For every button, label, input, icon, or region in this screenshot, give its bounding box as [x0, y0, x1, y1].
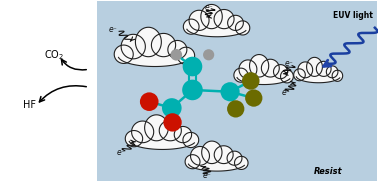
Polygon shape	[298, 62, 313, 78]
Point	[169, 121, 175, 124]
Polygon shape	[227, 151, 242, 165]
Point	[248, 80, 254, 82]
Polygon shape	[114, 45, 133, 64]
Polygon shape	[183, 19, 199, 34]
Text: EUV light: EUV light	[333, 11, 373, 20]
Text: CO$_2$: CO$_2$	[44, 48, 64, 62]
Polygon shape	[326, 66, 338, 78]
Polygon shape	[174, 126, 192, 143]
Polygon shape	[201, 4, 222, 29]
Polygon shape	[118, 45, 192, 66]
FancyArrowPatch shape	[324, 60, 331, 66]
Polygon shape	[296, 69, 341, 83]
Point	[146, 100, 152, 103]
Polygon shape	[152, 33, 176, 57]
Polygon shape	[235, 21, 250, 35]
Polygon shape	[202, 141, 222, 164]
Polygon shape	[159, 120, 181, 141]
Polygon shape	[185, 155, 200, 169]
Polygon shape	[135, 27, 161, 57]
Polygon shape	[129, 130, 196, 149]
Polygon shape	[121, 34, 146, 59]
Point	[169, 106, 175, 109]
Polygon shape	[239, 60, 257, 79]
Polygon shape	[316, 61, 331, 76]
Polygon shape	[189, 10, 209, 30]
Text: e⁻: e⁻	[285, 59, 294, 68]
Polygon shape	[214, 9, 234, 29]
Polygon shape	[249, 55, 269, 77]
Text: e⁻: e⁻	[109, 25, 118, 34]
Text: e⁻: e⁻	[203, 171, 212, 180]
Polygon shape	[307, 57, 322, 76]
Text: Resist: Resist	[313, 167, 342, 176]
Polygon shape	[183, 132, 199, 148]
FancyArrowPatch shape	[62, 60, 86, 70]
Text: e⁻: e⁻	[282, 88, 291, 97]
Bar	[97, 1, 377, 181]
Polygon shape	[214, 146, 233, 164]
Polygon shape	[168, 40, 187, 59]
Point	[251, 97, 257, 100]
Polygon shape	[237, 68, 291, 85]
Polygon shape	[228, 15, 243, 30]
Polygon shape	[280, 70, 293, 83]
Polygon shape	[234, 156, 248, 169]
Point	[233, 107, 239, 110]
Point	[189, 65, 195, 68]
Polygon shape	[294, 69, 305, 81]
FancyArrowPatch shape	[39, 86, 86, 102]
Polygon shape	[145, 115, 168, 141]
Text: e⁻: e⁻	[117, 148, 125, 157]
Polygon shape	[332, 70, 343, 81]
Text: e⁻: e⁻	[205, 3, 214, 11]
Polygon shape	[261, 59, 279, 77]
Polygon shape	[187, 19, 247, 37]
Text: HF: HF	[23, 100, 36, 110]
Polygon shape	[234, 68, 248, 82]
Point	[206, 53, 212, 56]
Polygon shape	[274, 65, 288, 79]
Point	[189, 88, 195, 91]
Polygon shape	[191, 147, 209, 165]
Point	[227, 90, 233, 93]
Point	[173, 53, 179, 56]
Polygon shape	[188, 155, 246, 171]
Polygon shape	[125, 130, 143, 147]
Polygon shape	[132, 121, 154, 143]
Polygon shape	[177, 47, 195, 64]
